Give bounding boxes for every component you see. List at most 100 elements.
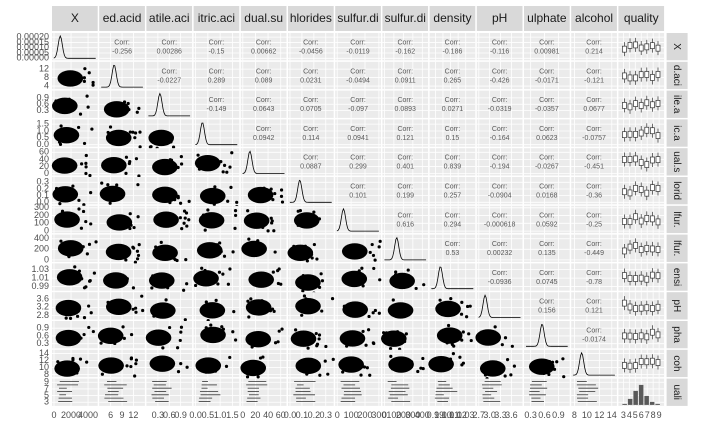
y-tick-label: 8 [44,369,49,379]
y-tick-label: 0.6 [36,99,49,109]
corr-value: 0.00286 [157,48,182,55]
box [627,130,633,138]
scatter-point [345,245,350,249]
scatter-point [164,307,168,311]
scatter-point [372,266,376,271]
scatter-point [156,137,160,141]
corr-value: -0.0357 [535,106,559,113]
scatter-point [552,367,557,371]
scatter-point [270,221,274,225]
box [644,244,650,252]
scatter-cloud [57,240,84,257]
scatter-point [308,300,313,304]
scatter-point [465,315,469,319]
scatter-point [348,305,352,310]
scatter-cloud [295,297,321,315]
row-strip [666,205,688,234]
scatter-cloud [193,270,219,287]
panel [382,205,429,234]
y-tick-label: 200 [34,210,49,220]
scatter-point [87,71,91,75]
panel [335,61,381,90]
panel [429,148,476,176]
box [644,215,650,222]
scatter-point [204,370,208,374]
scatter-point [279,194,284,199]
scatter-point [389,354,393,358]
scatter-point [494,360,498,364]
scatter-point [365,366,369,370]
scatter-point [232,310,236,314]
scatter-point [345,344,349,348]
scatter-point [314,216,318,220]
scatter-point [510,344,514,348]
corr-label: Corr: [256,68,272,75]
y-tick-label: 0.9 [36,323,49,333]
y-tick-label: 8 [44,72,49,82]
scatter-point [67,255,71,259]
column-header: density [433,11,471,25]
scatter-point [119,277,123,281]
corr-label: Corr: [539,68,555,75]
row-header: ic.a [671,125,682,141]
x-tick-label: 60 [276,410,286,420]
scatter-point [228,267,232,271]
row-header: lorid [671,181,682,200]
x-tick-label: 7 [645,410,650,420]
header-strip [382,6,429,31]
panel [476,33,523,61]
y-tick-label: 1.01 [31,272,49,282]
scatter-point [127,108,131,112]
panel [524,61,570,90]
scatter-point [106,183,110,187]
column-header: ed.acid [103,11,142,25]
scatter-point [159,170,163,174]
scatter-point [78,357,83,361]
x-tick-label: 20 [250,410,260,420]
scatter-cloud [475,329,502,346]
scatter-point [197,167,202,171]
scatter-point [129,356,134,360]
corr-value: 0.0643 [253,106,275,113]
scatter-point [205,365,209,369]
scatter-point [138,145,142,149]
x-tick-label: 0 [335,410,340,420]
scatter-point [131,130,135,134]
scatter-point [258,278,262,282]
scatter-point [84,219,88,224]
corr-value: -0.164 [490,135,510,142]
scatter-point [125,364,129,368]
y-tick-label: 1.03 [31,264,49,274]
box [644,189,650,197]
panel [571,349,617,378]
scatter-point [358,303,363,307]
scatter-point [273,250,277,254]
scatter-point [179,361,183,366]
column-header: dual.su [244,11,283,25]
scatter-point [370,242,374,247]
scatter-point [350,361,354,365]
scatter-point [323,359,327,363]
panel [335,177,381,205]
corr-value: 0.257 [444,192,462,199]
y-tick-label: 10 [39,362,49,372]
scatter-point [409,360,414,364]
box [633,242,638,249]
box [655,71,661,78]
scatter-point [206,208,210,212]
x-tick-label: 8 [651,410,656,420]
scatter-point [82,76,86,80]
x-tick-label: 12 [594,410,604,420]
scatter-point [91,80,95,85]
corr-value: -0.186 [443,48,463,55]
scatter-cloud [245,331,272,348]
scatter-point [132,246,136,250]
corr-value: -0.097 [348,106,368,113]
scatter-point [399,283,403,287]
scatter-point [458,355,462,359]
scatter-point [231,250,235,254]
x-tick-label: 0.9 [174,410,187,420]
scatter-point [64,316,68,320]
x-tick-label: 1.0 [214,410,227,420]
x-tick-label: 2.7 [473,410,486,420]
